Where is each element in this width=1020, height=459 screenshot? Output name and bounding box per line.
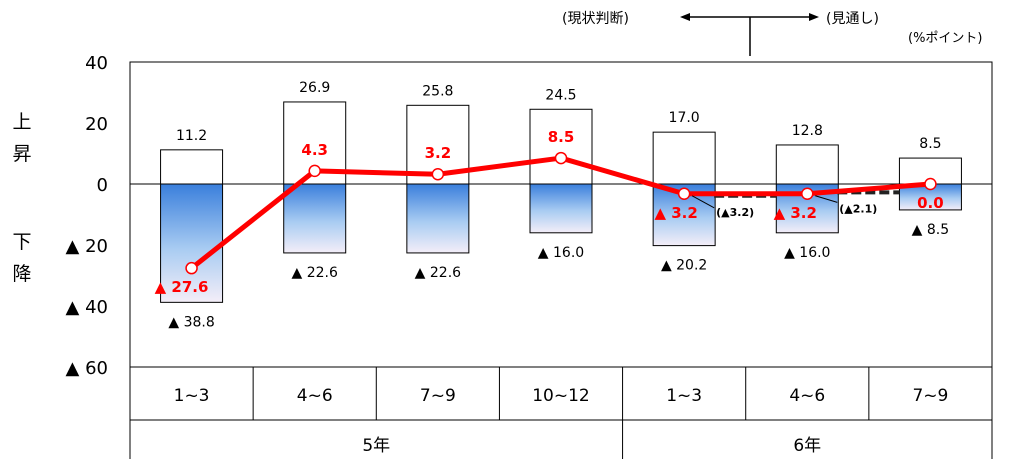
x-tick-label: 10~12 <box>532 386 590 406</box>
side-label-up-1: 上 <box>12 111 31 133</box>
di-point <box>554 151 568 165</box>
y-tick-label: ▲ 40 <box>66 297 108 318</box>
bar-down-label: ▲ 22.6 <box>292 265 338 281</box>
x-tick-label: 7~9 <box>420 386 456 406</box>
y-tick-label: 0 <box>97 175 108 196</box>
bar-down-label: ▲ 16.0 <box>784 245 830 261</box>
bar-down <box>406 183 470 254</box>
bar-up-label: 12.8 <box>792 123 823 139</box>
di-label: 4.3 <box>301 141 328 159</box>
di-point <box>431 167 445 181</box>
outlook-leader <box>691 195 715 209</box>
bar-up <box>529 108 593 185</box>
di-point <box>308 164 321 178</box>
x-tick-label: 7~9 <box>912 386 948 406</box>
bar-up-label: 24.5 <box>545 87 576 103</box>
bar-down-label: ▲ 16.0 <box>538 245 584 261</box>
di-label: 0.0 <box>917 194 944 212</box>
y-tick-label: 20 <box>85 114 108 135</box>
di-label: 8.5 <box>548 128 575 146</box>
di-label: ▲ 3.2 <box>654 204 697 222</box>
y-tick-label: ▲ 60 <box>66 358 108 379</box>
bar-down <box>529 183 593 234</box>
side-label-down-2: 降 <box>12 263 31 285</box>
y-tick-label: ▲ 20 <box>66 236 108 257</box>
bar-up-label: 25.8 <box>422 83 453 99</box>
di-point <box>677 187 691 201</box>
side-label-down-1: 下 <box>12 231 31 253</box>
header-outlook-label: (見通し) <box>826 11 879 27</box>
di-point <box>924 177 937 191</box>
bar-down-label: ▲ 20.2 <box>661 258 707 274</box>
group-label: 6年 <box>793 436 821 456</box>
bar-down-label: ▲ 38.8 <box>168 314 214 330</box>
bar-up-label: 11.2 <box>176 128 207 144</box>
x-tick-label: 4~6 <box>789 386 825 406</box>
bar-down-label: ▲ 22.6 <box>415 265 461 281</box>
outlook-label: (▲3.2) <box>716 206 754 219</box>
unit-label: (%ポイント) <box>908 31 983 46</box>
bar-up <box>652 131 716 185</box>
di-point <box>185 261 198 275</box>
bar-up-label: 17.0 <box>669 110 700 126</box>
outlook-leader <box>815 195 838 203</box>
group-label: 5年 <box>362 436 390 456</box>
x-tick-label: 1~3 <box>174 386 210 406</box>
y-tick-label: 40 <box>85 53 108 74</box>
header-current-label: (現状判断) <box>562 11 629 27</box>
side-label-up-2: 昇 <box>12 143 31 165</box>
di-label: ▲ 27.6 <box>155 278 209 296</box>
di-label: 3.2 <box>425 144 452 162</box>
bar-up-label: 26.9 <box>299 80 330 96</box>
header-arrowhead-right <box>809 13 819 21</box>
di-point <box>801 187 814 201</box>
bar-up <box>160 149 224 185</box>
bar-up-label: 8.5 <box>919 136 941 152</box>
x-tick-label: 4~6 <box>297 386 333 406</box>
bar-down-label: ▲ 8.5 <box>912 222 949 238</box>
di-label: ▲ 3.2 <box>774 204 817 222</box>
x-tick-label: 1~3 <box>666 386 702 406</box>
bar-down <box>160 183 224 303</box>
header-arrowhead-left <box>680 13 690 21</box>
bar-down <box>283 183 347 254</box>
plot-area <box>129 61 993 368</box>
outlook-label: (▲2.1) <box>839 202 877 215</box>
bar-up <box>775 144 839 185</box>
